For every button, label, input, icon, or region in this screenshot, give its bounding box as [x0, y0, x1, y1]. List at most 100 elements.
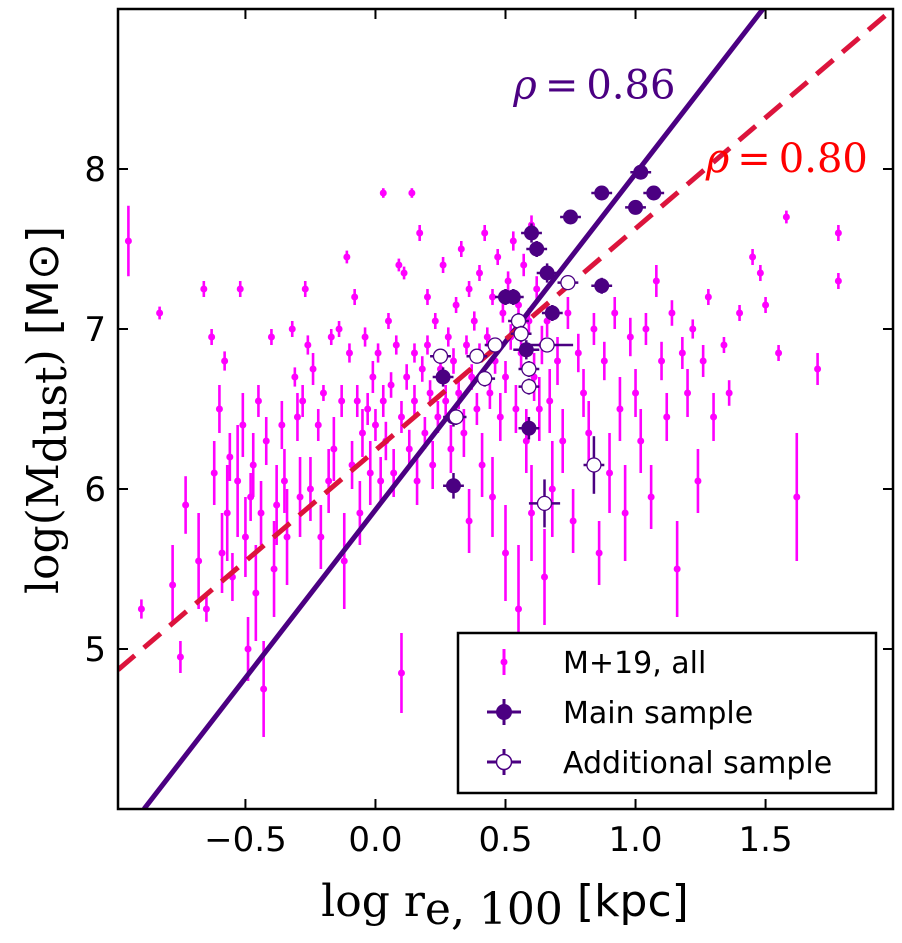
legend-label-main: Main sample: [563, 696, 753, 731]
point-all-0: [124, 205, 132, 277]
point-all-14: [223, 465, 231, 561]
point-all-116: [488, 457, 496, 537]
legend-label-additional: Additional sample: [563, 746, 832, 781]
y-tick-label-0: 5: [84, 630, 106, 670]
point-all-61: [364, 393, 372, 425]
point-all-35: [288, 321, 296, 337]
point-all-70: [384, 313, 392, 329]
point-all-154: [611, 297, 619, 329]
point-main-15: [630, 164, 652, 180]
point-all-21: [244, 617, 252, 681]
point-all-18: [236, 281, 244, 297]
point-all-78: [403, 364, 411, 390]
x-tick-label-0: −0.5: [204, 820, 287, 860]
point-all-79: [405, 429, 413, 469]
point-all-85: [418, 356, 426, 382]
point-all-164: [663, 393, 671, 441]
point-all-73: [392, 335, 400, 355]
point-all-159: [637, 409, 645, 473]
legend-entry-all: M+19, all: [500, 646, 706, 681]
legend: M+19, all Main sample Additional sample: [456, 631, 878, 795]
point-all-37: [293, 393, 301, 441]
point-all-32: [278, 401, 286, 449]
point-all-29: [267, 329, 275, 345]
point-all-67: [379, 385, 387, 417]
point-all-38: [296, 457, 304, 537]
point-all-51: [338, 385, 346, 417]
point-all-23: [249, 433, 257, 497]
point-all-157: [626, 317, 634, 357]
point-all-53: [343, 250, 351, 264]
point-additional-6: [510, 325, 532, 342]
point-all-80: [408, 188, 416, 198]
point-all-28: [262, 417, 270, 465]
point-main-6: [518, 417, 540, 440]
point-all-10: [210, 441, 218, 505]
point-all-43: [309, 353, 317, 385]
point-all-162: [652, 265, 660, 297]
point-all-109: [475, 265, 483, 281]
point-all-49: [330, 417, 338, 481]
point-all-123: [504, 271, 512, 291]
point-all-24: [252, 545, 260, 641]
point-all-84: [416, 225, 424, 241]
point-all-178: [756, 265, 764, 281]
point-all-115: [488, 289, 496, 305]
point-all-180: [775, 345, 783, 361]
point-additional-9: [528, 479, 561, 528]
point-additional-1: [445, 409, 467, 425]
point-all-153: [606, 433, 614, 513]
point-main-12: [591, 185, 613, 201]
point-all-96: [444, 327, 452, 347]
point-all-71: [387, 372, 395, 398]
point-all-125: [509, 231, 517, 251]
point-all-169: [689, 319, 697, 339]
point-all-83: [413, 457, 421, 505]
point-all-13: [221, 351, 229, 371]
point-all-175: [725, 380, 733, 406]
plot-frame: [116, 7, 895, 811]
point-all-160: [642, 313, 650, 345]
point-all-2: [156, 306, 164, 320]
point-all-34: [283, 489, 291, 585]
point-all-25: [254, 385, 262, 417]
point-all-77: [400, 266, 408, 280]
point-all-39: [299, 385, 307, 417]
point-main-2: [443, 473, 464, 499]
point-all-148: [580, 369, 588, 417]
point-main-8: [526, 241, 548, 257]
point-all-63: [369, 361, 377, 393]
point-all-120: [499, 303, 507, 323]
point-all-65: [374, 343, 382, 363]
point-all-174: [720, 337, 728, 353]
point-all-139: [541, 529, 549, 625]
point-additional-12: [583, 436, 605, 494]
point-main-7: [521, 223, 542, 243]
point-all-60: [361, 327, 369, 347]
point-all-170: [694, 449, 702, 513]
point-all-141: [546, 369, 554, 433]
point-all-8: [202, 596, 210, 622]
point-all-57: [353, 385, 361, 417]
point-all-121: [502, 361, 509, 393]
point-all-177: [749, 249, 757, 265]
point-all-144: [559, 409, 567, 473]
point-all-151: [595, 521, 603, 585]
point-all-59: [358, 409, 366, 457]
point-all-7: [200, 281, 208, 297]
point-all-33: [280, 449, 288, 513]
point-all-184: [834, 225, 842, 241]
point-all-94: [439, 257, 447, 273]
point-all-166: [673, 521, 681, 617]
point-all-47: [325, 449, 333, 513]
x-axis-label: log re, 100 [kpc]: [321, 876, 689, 935]
point-all-156: [621, 465, 629, 561]
point-all-152: [600, 341, 608, 381]
point-all-4: [176, 641, 184, 673]
point-all-74: [395, 258, 403, 272]
point-all-76: [397, 633, 405, 713]
point-all-112: [481, 225, 489, 241]
point-additional-0: [430, 348, 451, 364]
point-all-36: [291, 367, 299, 387]
rho-main-annotation: ρ = 0.86: [512, 63, 675, 109]
